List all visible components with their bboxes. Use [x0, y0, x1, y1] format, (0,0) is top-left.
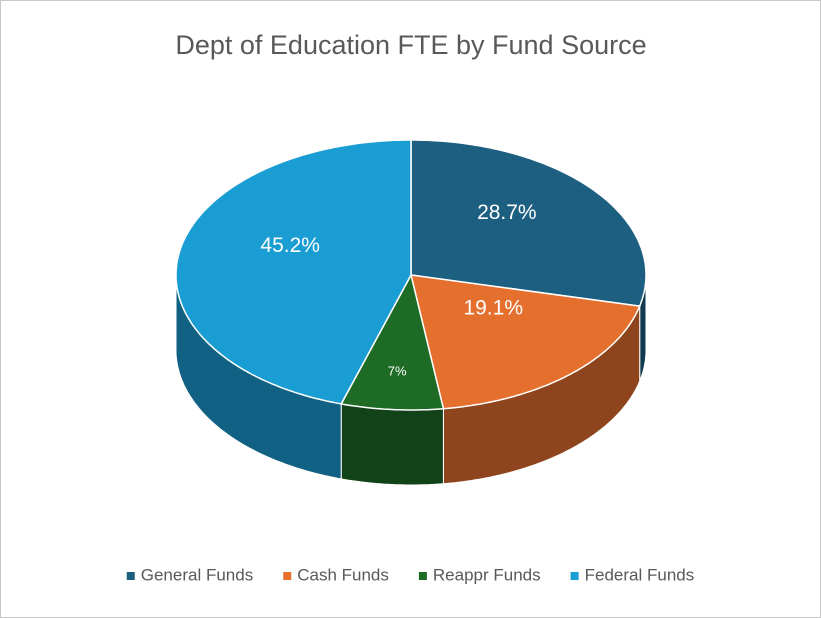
- legend-swatch: [126, 572, 135, 580]
- data-label: 7%: [388, 363, 407, 378]
- legend-label: Reappr Funds: [433, 565, 541, 584]
- data-label: 45.2%: [260, 234, 320, 257]
- data-label: 28.7%: [477, 201, 537, 224]
- pie-side: [340, 403, 444, 486]
- data-label: 19.1%: [463, 296, 523, 319]
- legend-label: Cash Funds: [297, 565, 389, 584]
- legend-swatch: [283, 572, 292, 580]
- chart-title: Dept of Education FTE by Fund Source: [175, 30, 646, 60]
- legend-label: Federal Funds: [585, 565, 695, 584]
- pie-slice: [340, 272, 445, 411]
- pie-slice: [410, 274, 641, 410]
- pie-slice: [410, 139, 647, 307]
- legend: General Funds Cash Funds Reappr Funds Feder…: [126, 565, 695, 584]
- pie-slice: [175, 139, 412, 405]
- legend-label: General Funds: [141, 565, 253, 584]
- legend-swatch: [418, 572, 427, 580]
- legend-swatch: [570, 572, 579, 580]
